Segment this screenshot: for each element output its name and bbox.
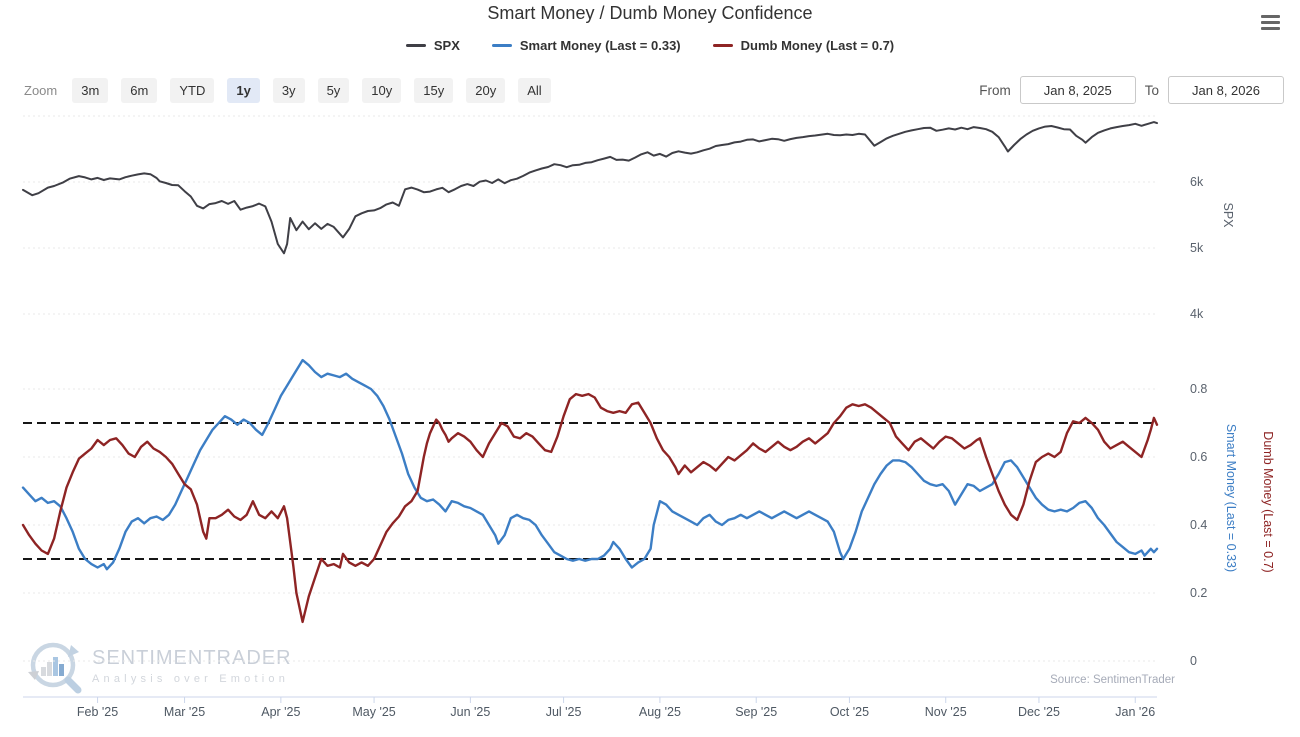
zoom-button-5y[interactable]: 5y (317, 77, 350, 103)
zoom-button-6m[interactable]: 6m (121, 77, 158, 103)
hamburger-icon (1261, 26, 1280, 30)
x-axis-label: Aug '25 (639, 705, 681, 719)
zoom-button-all[interactable]: All (518, 77, 551, 103)
price-axis-tick-label: 5k (1190, 241, 1204, 255)
zoom-button-3y[interactable]: 3y (272, 77, 305, 103)
to-label: To (1144, 82, 1159, 98)
legend-item-spx[interactable]: SPX (405, 38, 460, 53)
date-range-inputs: From To (979, 76, 1284, 104)
confidence-axis-tick-label: 0.8 (1190, 382, 1207, 396)
spx-axis-title: SPX (1221, 202, 1235, 228)
legend-label-smart-money: Smart Money (Last = 0.33) (519, 38, 681, 53)
page-title: Smart Money / Dumb Money Confidence (487, 3, 813, 23)
price-axis-tick-label: 4k (1190, 307, 1204, 321)
confidence-axis-tick-label: 0 (1190, 654, 1197, 668)
zoom-button-1y[interactable]: 1y (227, 77, 260, 103)
legend-marker-dumb-money (712, 44, 733, 47)
confidence-axis-tick-label: 0.6 (1190, 450, 1207, 464)
spx-series-line (22, 121, 1158, 255)
smart-money-series-line (21, 358, 1159, 571)
x-axis-label: Jun '25 (450, 705, 490, 719)
from-label: From (979, 82, 1011, 98)
zoom-buttons: Zoom 3m 6m YTD 1y 3y 5y 10y 15y 20y All (24, 77, 551, 103)
zoom-button-10y[interactable]: 10y (362, 77, 402, 103)
range-toolbar: Zoom 3m 6m YTD 1y 3y 5y 10y 15y 20y All … (0, 76, 1300, 104)
x-axis-label: Sep '25 (735, 705, 777, 719)
sentimentrader-logo-icon (28, 642, 82, 694)
watermark-brand: SENTIMENTRADER (92, 647, 292, 669)
dumb-money-axis-title: Dumb Money (Last = 0.7) (1261, 431, 1275, 572)
x-axis-label: Mar '25 (164, 705, 205, 719)
hamburger-icon (1261, 14, 1280, 18)
smart-money-axis-title: Smart Money (Last = 0.33) (1224, 424, 1238, 572)
x-axis-label: Dec '25 (1018, 705, 1060, 719)
watermark: SENTIMENTRADER Analysis over Emotion (26, 638, 292, 694)
x-axis-label: Feb '25 (77, 705, 118, 719)
hamburger-icon (1261, 20, 1280, 24)
zoom-button-ytd[interactable]: YTD (170, 77, 215, 103)
legend: SPX Smart Money (Last = 0.33) Dumb Money… (0, 38, 1300, 53)
x-axis-label: Apr '25 (261, 705, 300, 719)
price-axis-tick-label: 6k (1190, 175, 1204, 189)
watermark-text: SENTIMENTRADER Analysis over Emotion (92, 647, 292, 685)
zoom-label: Zoom (24, 82, 58, 98)
legend-label-dumb-money: Dumb Money (Last = 0.7) (740, 38, 895, 53)
from-date-input[interactable] (1019, 76, 1136, 104)
legend-item-smart-money[interactable]: Smart Money (Last = 0.33) (491, 38, 681, 53)
zoom-button-20y[interactable]: 20y (466, 77, 506, 103)
x-axis-label: Oct '25 (830, 705, 869, 719)
source-note: Source: SentimenTrader (1050, 674, 1175, 686)
context-menu-button[interactable] (1258, 10, 1284, 32)
legend-item-dumb-money[interactable]: Dumb Money (Last = 0.7) (712, 38, 895, 53)
legend-label-spx: SPX (433, 38, 460, 53)
dumb-money-series-line (21, 392, 1159, 624)
confidence-axis-tick-label: 0.4 (1190, 518, 1207, 532)
zoom-button-3m[interactable]: 3m (72, 77, 109, 103)
x-axis-label: Jan '26 (1115, 705, 1155, 719)
legend-marker-smart-money (491, 44, 512, 47)
x-axis-label: Jul '25 (546, 705, 582, 719)
x-axis-label: Nov '25 (925, 705, 967, 719)
confidence-axis-tick-label: 0.2 (1190, 586, 1207, 600)
watermark-tagline: Analysis over Emotion (92, 673, 290, 685)
legend-marker-spx (405, 44, 426, 47)
to-date-input[interactable] (1168, 76, 1284, 104)
zoom-button-15y[interactable]: 15y (414, 77, 454, 103)
x-axis-label: May '25 (352, 705, 395, 719)
